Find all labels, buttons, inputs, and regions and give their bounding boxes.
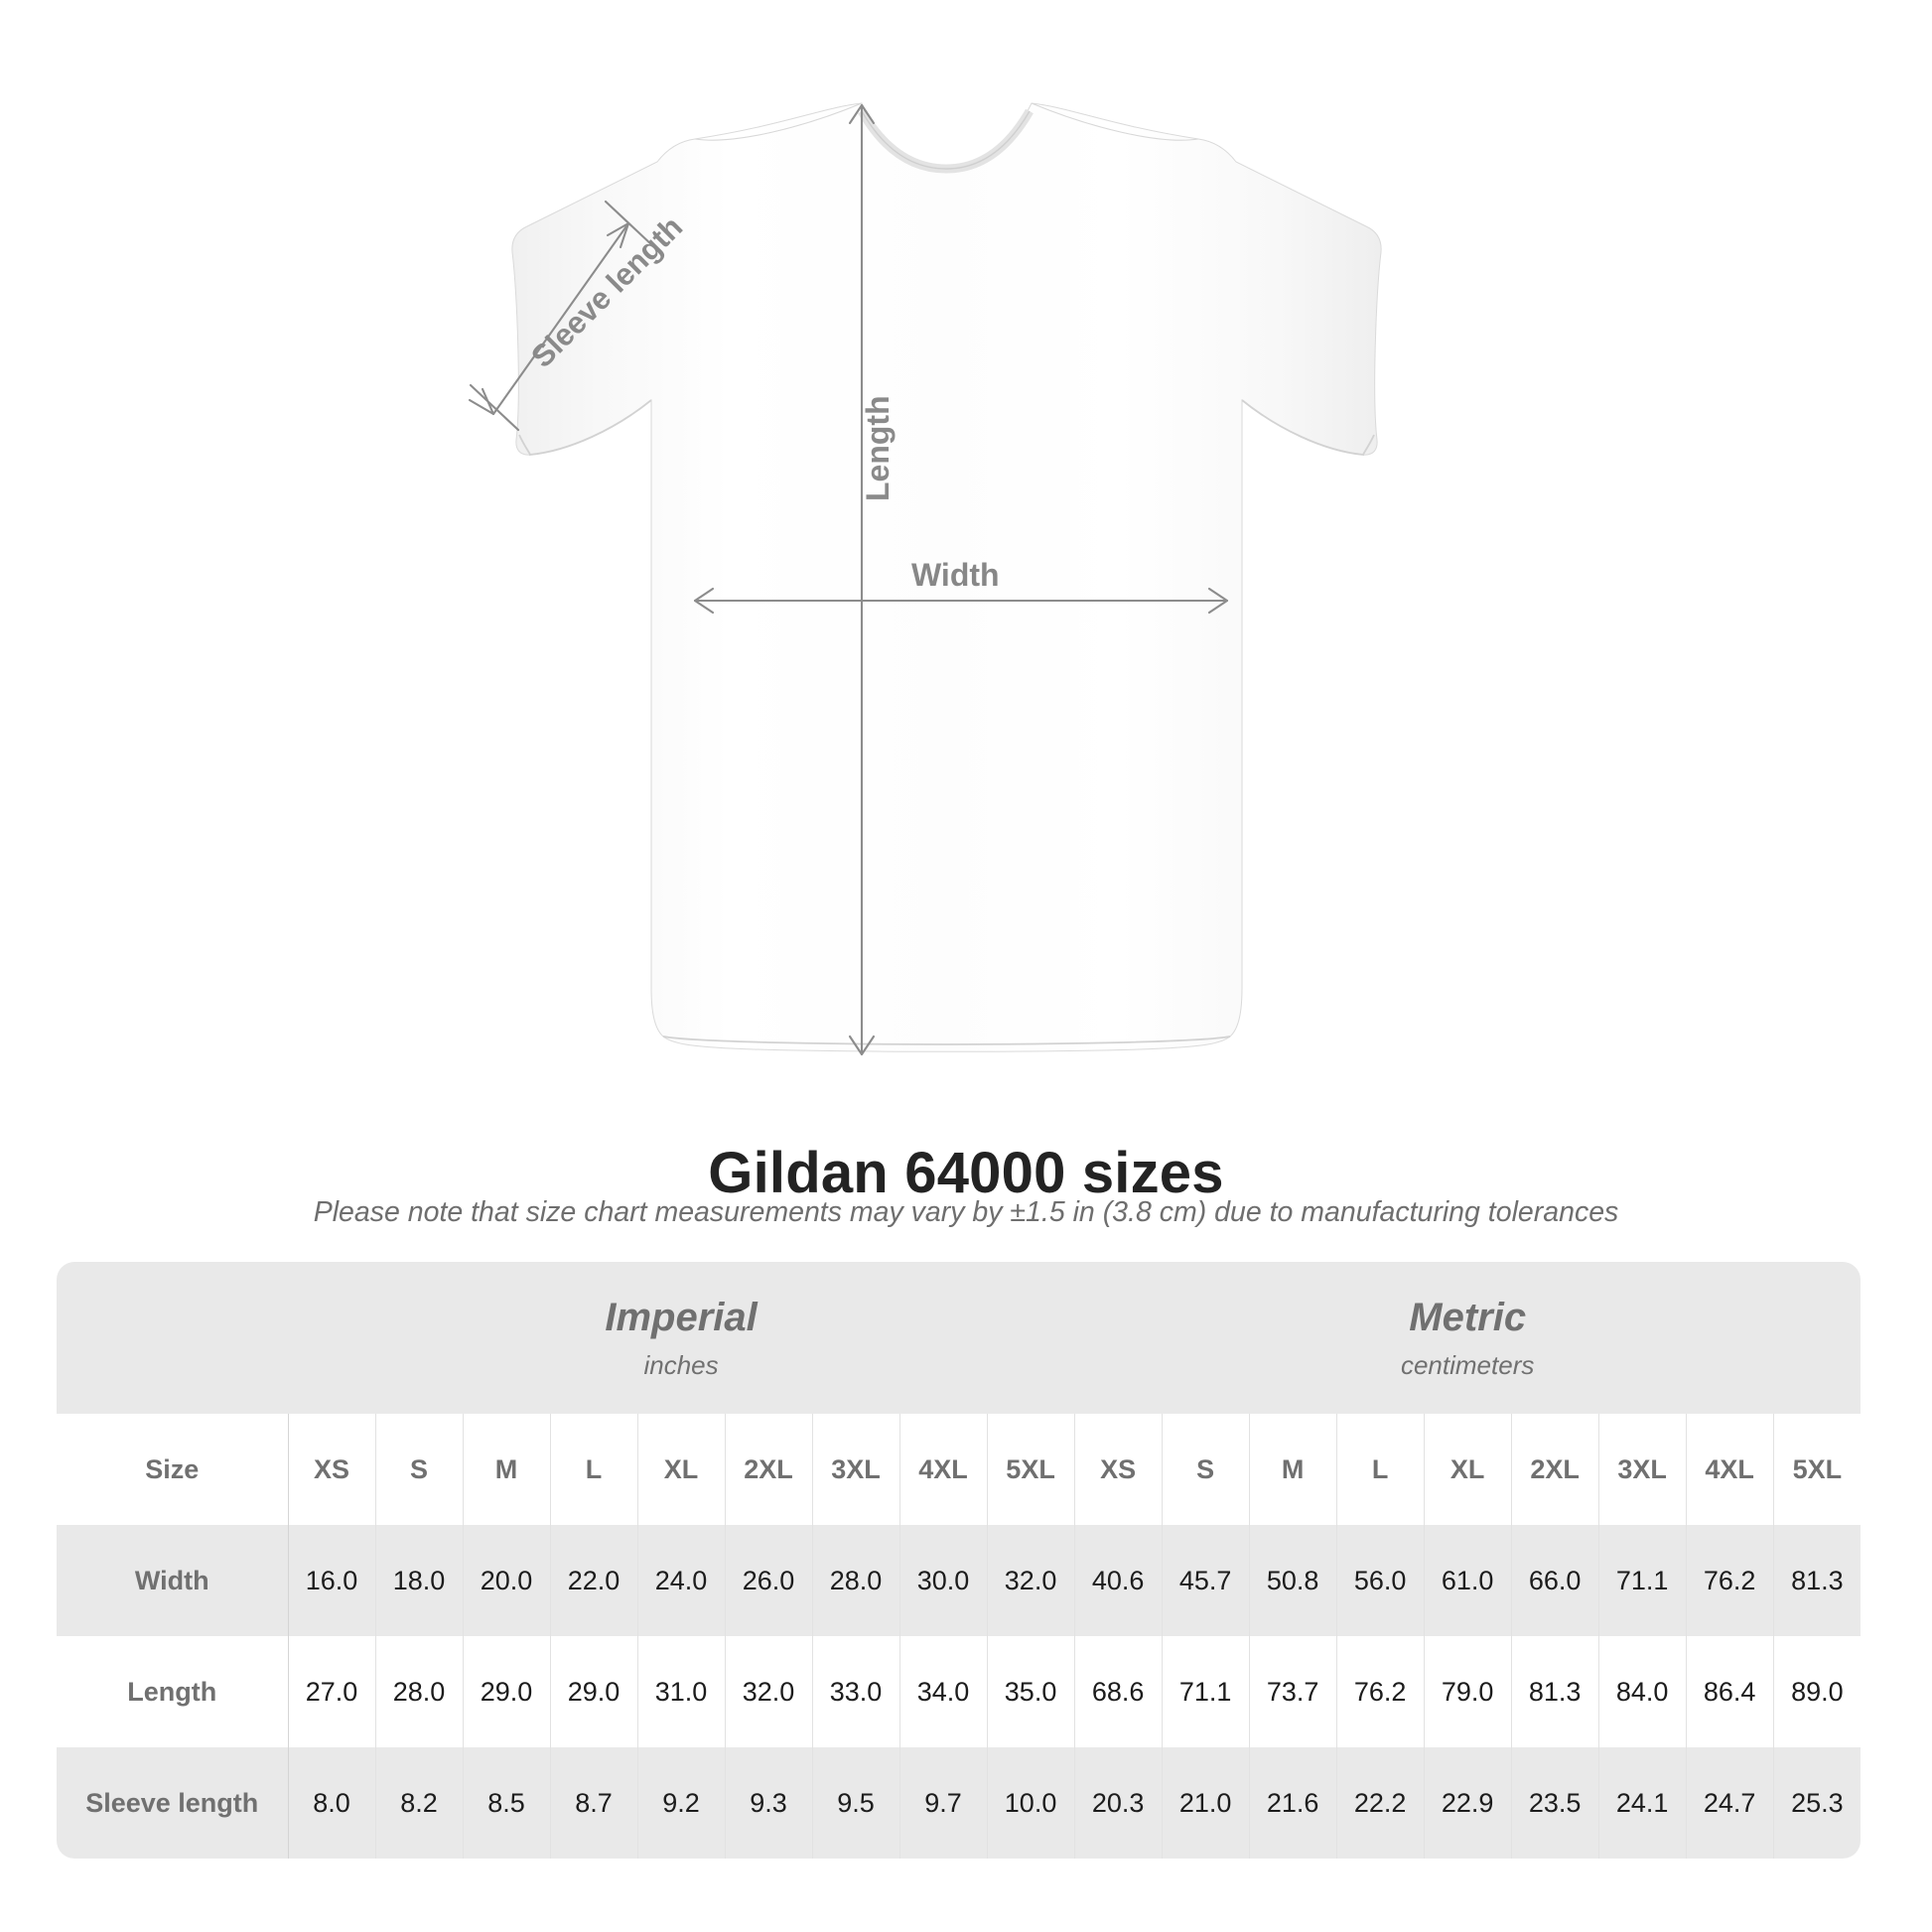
svg-text:Length: Length [860, 395, 896, 501]
svg-text:Width: Width [911, 557, 1000, 593]
